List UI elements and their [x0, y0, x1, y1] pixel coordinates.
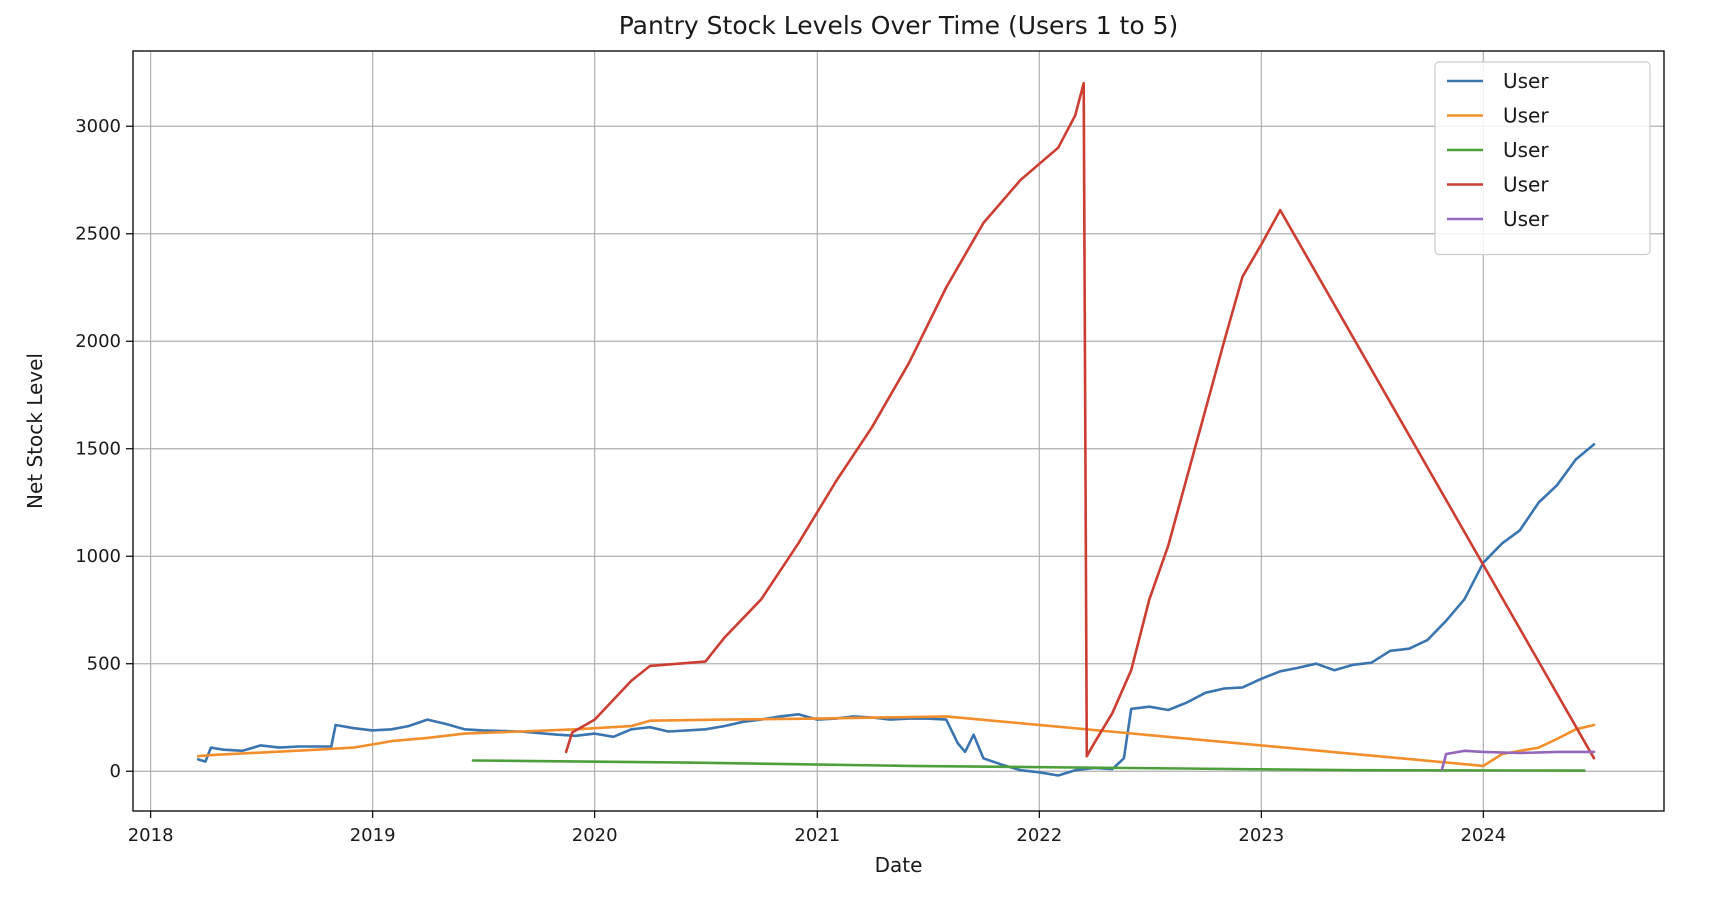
y-tick-label: 1000: [75, 546, 121, 567]
x-tick-label: 2020: [572, 825, 618, 846]
y-tick-label: 0: [110, 761, 121, 782]
y-tick-label: 500: [87, 654, 121, 675]
legend-label: User: [1503, 69, 1549, 93]
y-tick-label: 2000: [75, 331, 121, 352]
legend-label: User: [1503, 104, 1549, 128]
series-line-5: [1440, 749, 1596, 771]
x-tick-label: 2018: [128, 825, 174, 846]
y-tick-label: 3000: [75, 116, 121, 137]
series-line-2: [196, 715, 1596, 768]
grid: [133, 51, 1664, 811]
x-tick-label: 2024: [1460, 825, 1506, 846]
legend-label: User: [1503, 207, 1549, 231]
x-tick-label: 2021: [794, 825, 840, 846]
ticks: 2018 2019 2020 2021 2022 2023 2024 0 500 1000 1500…: [75, 116, 1506, 846]
x-tick-label: 2022: [1016, 825, 1062, 846]
y-tick-label: 2500: [75, 224, 121, 245]
series-line-1: [196, 443, 1596, 777]
x-tick-label: 2019: [350, 825, 396, 846]
series-line-3: [471, 759, 1586, 772]
series-layer: [196, 81, 1596, 777]
x-axis-label: Date: [875, 853, 923, 877]
series-line-4: [564, 81, 1596, 760]
x-tick-label: 2023: [1238, 825, 1284, 846]
y-axis-label: Net Stock Level: [23, 353, 47, 509]
legend-label: User: [1503, 173, 1549, 197]
legend: User User User User User: [1434, 61, 1651, 256]
chart-title: Pantry Stock Levels Over Time (Users 1 t…: [619, 11, 1179, 40]
plot-frame: [132, 50, 1665, 812]
y-tick-label: 1500: [75, 439, 121, 460]
legend-box: [1434, 61, 1651, 256]
legend-label: User: [1503, 138, 1549, 162]
